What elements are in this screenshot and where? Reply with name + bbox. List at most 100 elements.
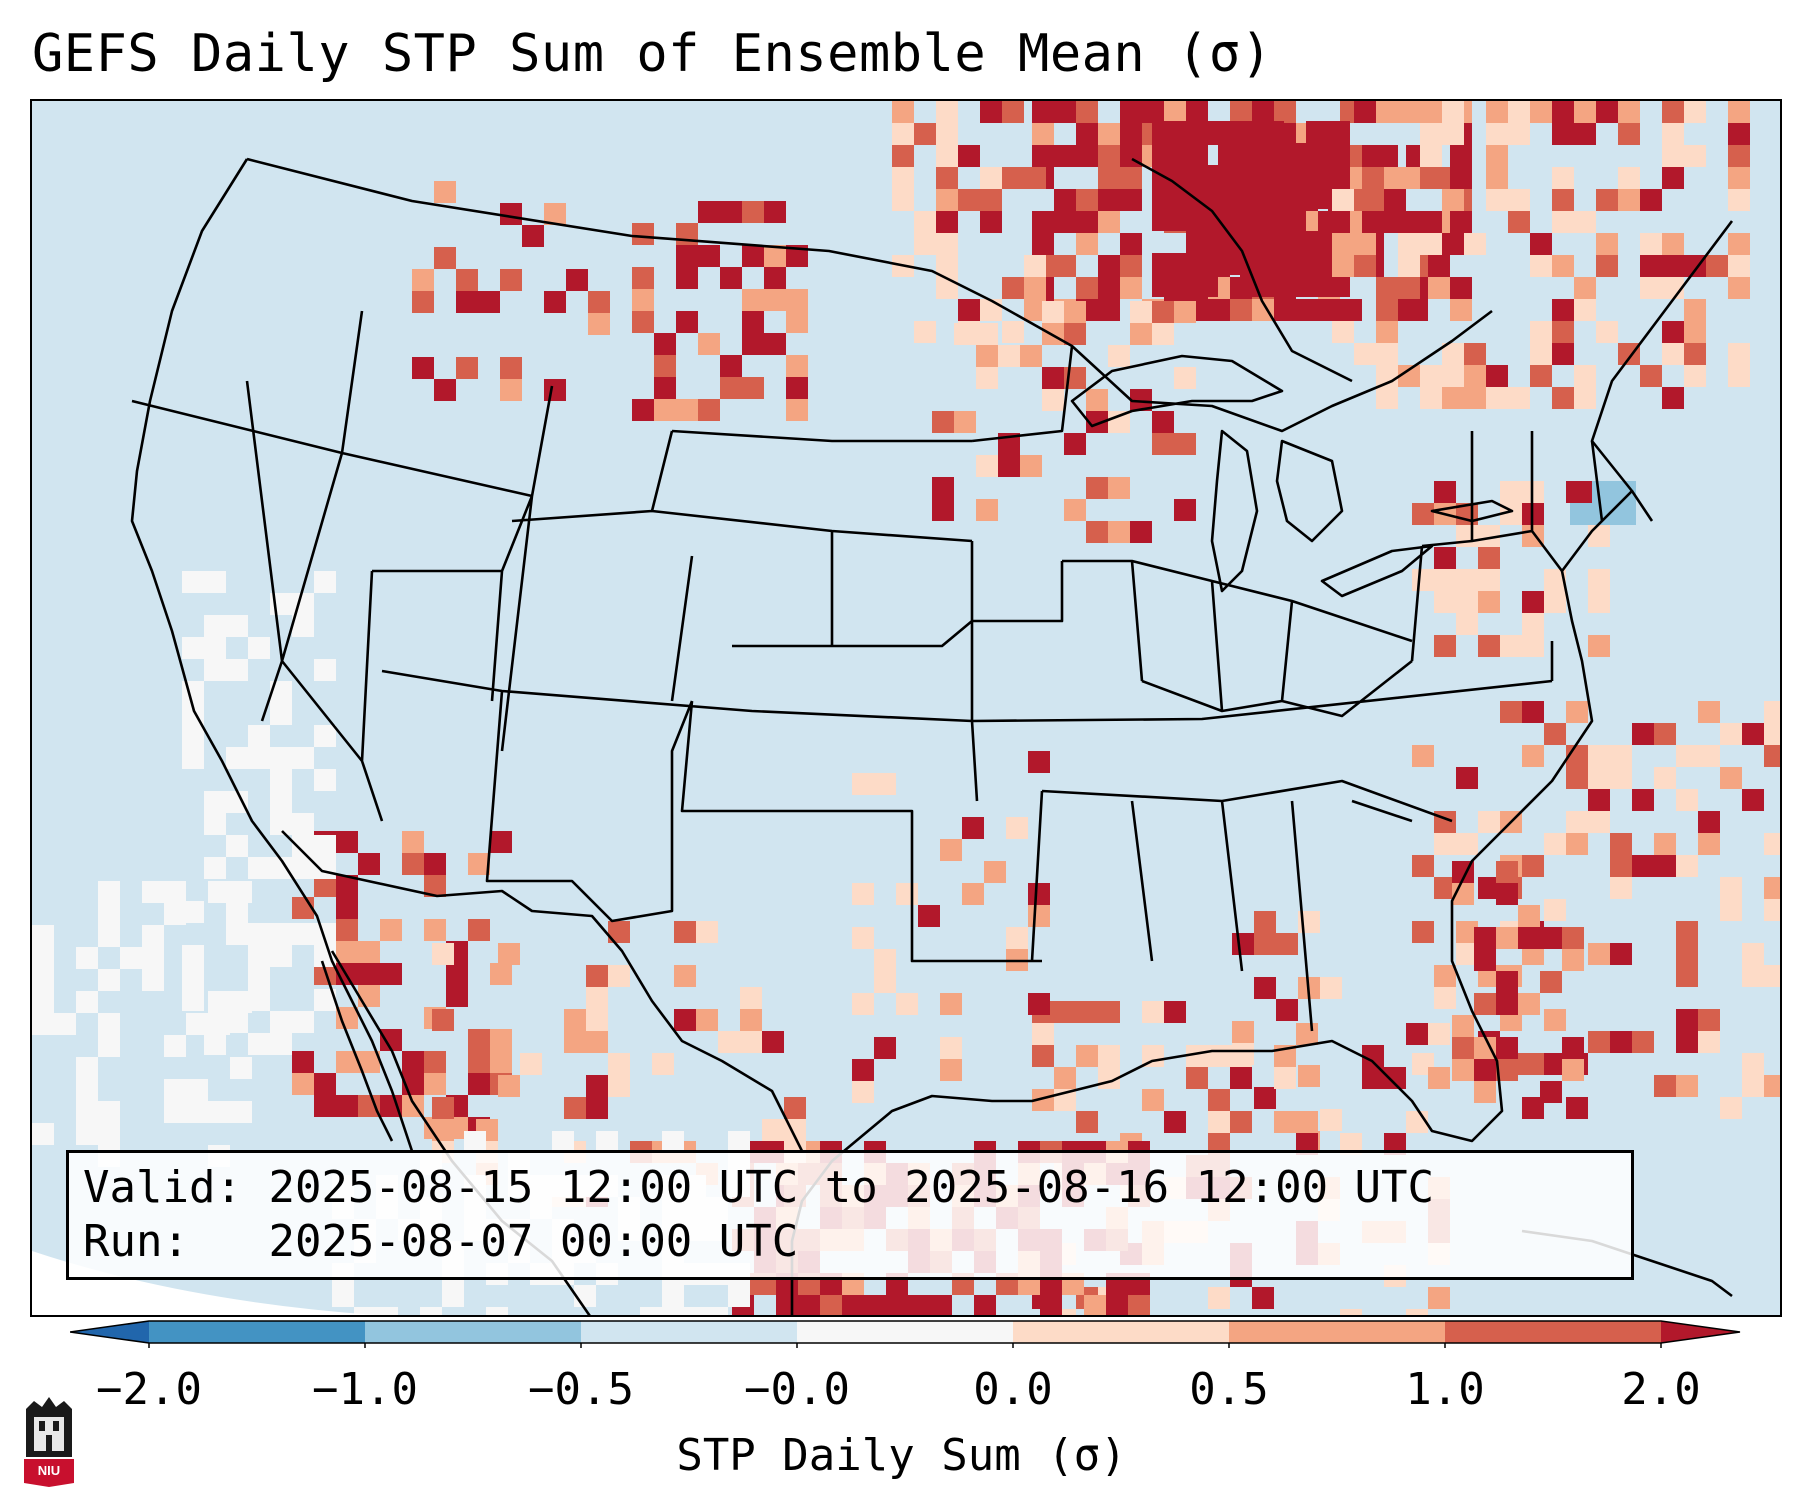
anomaly-cell [936,211,958,233]
anomaly-cell [1508,189,1530,211]
anomaly-cell [412,357,434,379]
anomaly-cell [1654,833,1676,855]
anomaly-cell [1106,1295,1128,1315]
anomaly-cell [186,1079,208,1101]
anomaly-cell [1054,1001,1076,1023]
anomaly-cell [1064,499,1086,521]
anomaly-cell [1676,789,1698,811]
anomaly-cell [632,267,654,289]
anomaly-cell [1618,101,1640,123]
anomaly-cell [1596,233,1618,255]
anomaly-cell [1764,723,1780,745]
pacific-coastline [130,158,414,1152]
anomaly-cell [1500,701,1522,723]
anomaly-cell [98,881,120,903]
anomaly-cell [248,967,270,989]
anomaly-cell [1306,231,1328,253]
anomaly-cell [914,321,936,343]
anomaly-cell [1456,767,1478,789]
anomaly-cell [98,925,120,947]
anomaly-cell [962,883,984,905]
anomaly-cell [976,455,998,477]
anomaly-cell [1442,387,1464,409]
anomaly-cell [1684,365,1706,387]
anomaly-cell [1232,933,1254,955]
anomaly-cell [1028,751,1050,773]
anomaly-cell [1024,167,1046,189]
anomaly-cell [1152,411,1174,433]
anomaly-cell [1574,387,1596,409]
anomaly-cell [1186,101,1208,123]
anomaly-cell [1562,949,1584,971]
anomaly-cell [566,269,588,291]
anomaly-cell [1588,569,1610,591]
anomaly-cell [1376,387,1398,409]
anomaly-cell [336,897,358,919]
anomaly-cell [1496,1059,1518,1081]
anomaly-cell [358,853,380,875]
state-borders [131,310,1654,1032]
anomaly-cell [1684,299,1706,321]
anomaly-cell [1654,767,1676,789]
anomaly-cell [864,1295,886,1315]
anomaly-cell [1152,253,1174,275]
anomaly-cell [674,1009,696,1031]
colorbar-segment [797,1321,1013,1343]
anomaly-cell [402,1051,424,1073]
anomaly-cell [1434,877,1456,899]
anomaly-cell [1684,101,1706,123]
anomaly-cell [1232,1021,1254,1043]
anomaly-cell [498,1075,520,1097]
anomaly-cell [32,969,54,991]
anomaly-cell [1450,145,1472,167]
anomaly-cell [1522,701,1544,723]
anomaly-cell [742,333,764,355]
anomaly-cell [226,835,248,857]
anomaly-cell [1076,101,1098,123]
anomaly-cell [852,883,874,905]
anomaly-cell [974,1295,996,1315]
anomaly-cell [1108,521,1130,543]
anomaly-cell [1284,187,1306,209]
anomaly-cell [1240,121,1262,143]
anomaly-cell [784,1097,806,1119]
anomaly-cell [1588,591,1610,613]
anomaly-cell [1306,187,1328,209]
anomaly-cell [1420,365,1442,387]
anomaly-cell [608,1075,630,1097]
anomaly-cell [1120,233,1142,255]
anomaly-cell [270,791,292,813]
us-mexico-border [281,830,804,1152]
anomaly-cell [32,1013,54,1035]
anomaly-cell [728,1285,750,1307]
anomaly-cell [1230,299,1252,321]
anomaly-cell [1128,1295,1150,1315]
anomaly-cell [434,379,456,401]
anomaly-cell [1412,921,1434,943]
anomaly-cell [1566,833,1588,855]
anomaly-cell [164,881,186,903]
anomaly-cell [314,945,336,967]
anomaly-cell [1522,613,1544,635]
anomaly-cell [1152,433,1174,455]
anomaly-cell [684,1307,706,1315]
anomaly-cell [1398,299,1420,321]
anomaly-cell [1552,211,1574,233]
anomaly-cell [842,1295,864,1315]
anomaly-cell [1076,277,1098,299]
anomaly-cell [1540,927,1562,949]
anomaly-cell [434,247,456,269]
anomaly-cell [936,145,958,167]
anomaly-cell [1742,1053,1764,1075]
anomaly-cell [918,905,940,927]
anomaly-cell [1208,1133,1230,1155]
anomaly-cell [1562,1059,1584,1081]
anomaly-cell [230,1101,252,1123]
anomaly-cell [1032,101,1054,123]
anomaly-cell [1328,121,1350,143]
anomaly-cell [1588,789,1610,811]
anomaly-cell [292,813,314,835]
anomaly-cell [762,1119,784,1141]
anomaly-pixel-layer [32,101,1780,1315]
anomaly-cell [1552,189,1574,211]
